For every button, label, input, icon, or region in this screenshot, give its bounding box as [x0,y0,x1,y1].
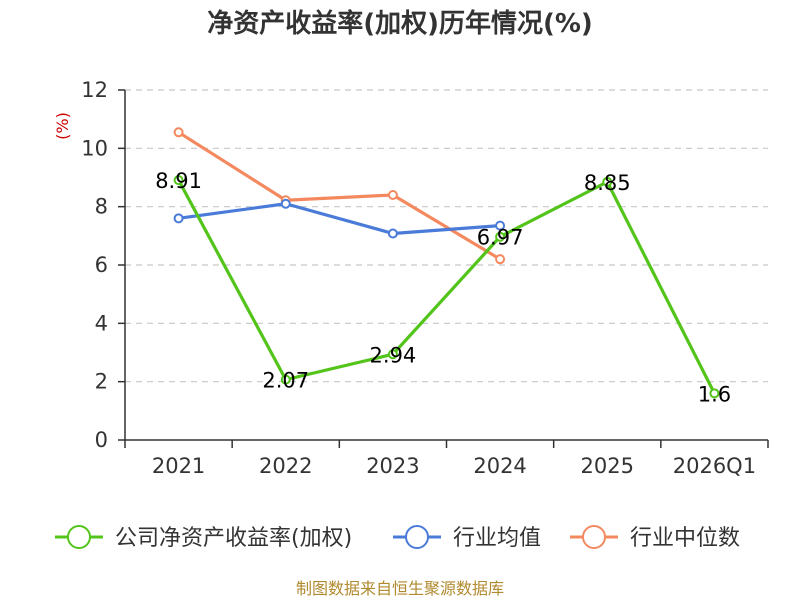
x-tick-label-2022: 2022 [259,454,312,478]
point-s1-0 [173,213,184,224]
legend-marker-2 [582,525,606,549]
x-tick-label-2024: 2024 [473,454,526,478]
legend-item-0[interactable]: 公司净资产收益率(加权) [55,525,352,551]
x-tick-label-2023: 2023 [366,454,419,478]
legend-label-2: 行业中位数 [630,526,740,551]
data-label-2022: 2.07 [262,369,309,393]
series-lines [173,127,720,399]
point-s0-5 [709,388,720,399]
data-labels: 8.91 2.07 2.94 6.97 8.85 1.6 [155,169,731,406]
legend-marker-1 [405,525,429,549]
series-line-2 [177,130,501,261]
y-tick-label-8: 8 [95,195,108,219]
data-label-2021: 8.91 [155,169,202,193]
point-s0-4 [602,176,613,187]
legend-marker-0 [67,525,91,549]
y-tick-label-4: 4 [95,311,108,335]
point-s0-1 [280,374,291,385]
point-s1-2 [387,228,398,239]
x-tick-label-2026Q1: 2026Q1 [673,454,756,478]
y-tick-label-10: 10 [81,136,108,160]
point-s2-0 [173,127,184,138]
point-s2-2 [387,190,398,200]
point-s2-3 [495,254,506,265]
point-s0-2 [387,349,398,360]
grid [125,89,768,383]
chart-title: 净资产收益率(加权)历年情况(%) [207,8,593,39]
data-label-2024: 6.97 [477,226,524,250]
legend-item-2[interactable]: 行业中位数 [570,525,740,551]
series-line-1 [178,202,501,236]
legend-label-0: 公司净资产收益率(加权) [115,526,352,551]
point-s0-3 [495,231,506,242]
y-tick-label-6: 6 [95,253,108,277]
y-tick-label-12: 12 [81,78,108,102]
y-tick-label-2: 2 [95,370,108,394]
data-label-2023: 2.94 [370,343,417,367]
point-s0-0 [173,175,184,186]
point-s1-3 [495,220,506,231]
y-axis-unit: (%) [53,112,72,140]
x-tick-label-2021: 2021 [152,454,205,478]
data-source-note: 制图数据来自恒生聚源数据库 [296,579,504,598]
axes: 0 2 4 6 8 10 12 2021 2022 2023 2024 2025 2026Q1 [81,78,769,478]
x-tick-label-2025: 2025 [581,454,634,478]
legend[interactable]: 公司净资产收益率(加权) 行业均值 行业中位数 [55,525,740,551]
data-label-2026Q1: 1.6 [698,382,731,406]
point-s1-1 [280,198,291,209]
data-label-2025: 8.85 [584,171,631,195]
legend-label-1: 行业均值 [453,526,541,551]
legend-item-1[interactable]: 行业均值 [393,525,541,551]
y-tick-label-0: 0 [95,428,108,452]
series-line-0 [177,179,716,395]
